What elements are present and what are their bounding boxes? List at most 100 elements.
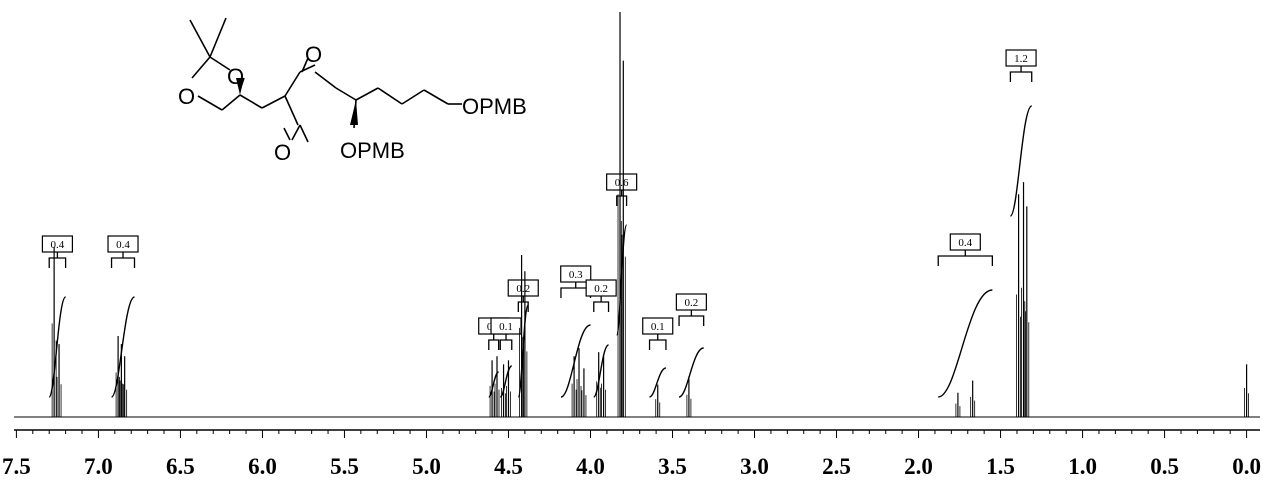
bond — [197, 95, 223, 111]
x-tick-label: 6.0 — [248, 454, 277, 479]
integral-label: 0.4 — [116, 239, 130, 251]
atom-label: O — [178, 84, 195, 109]
integral-trace — [560, 324, 591, 398]
atom-label: O — [274, 140, 291, 165]
bond — [314, 71, 337, 89]
integral-8: 0.1 — [642, 317, 674, 398]
x-tick-label: 2.5 — [822, 454, 851, 479]
integral-label: 1.2 — [1014, 53, 1028, 65]
bond — [209, 17, 227, 58]
integral-label: 0.2 — [594, 283, 608, 295]
integral-label-box — [507, 279, 539, 297]
integral-label: 0.4 — [958, 237, 972, 249]
integral-3: 0.1 — [490, 317, 522, 398]
x-tick-label: 7.5 — [2, 454, 31, 479]
x-tick-label: 2.0 — [904, 454, 933, 479]
bond — [221, 94, 241, 111]
integral-trace — [678, 347, 704, 398]
integral-label-box — [560, 265, 592, 283]
bond — [291, 124, 301, 141]
integral-label-box — [606, 173, 638, 191]
bond — [239, 94, 263, 109]
integral-bracket — [1009, 66, 1033, 82]
x-tick-label: 0.5 — [1150, 454, 1179, 479]
bond — [209, 56, 231, 71]
integral-6: 0.2 — [585, 279, 617, 398]
integral-10: 0.4 — [937, 233, 994, 398]
integral-trace — [938, 289, 993, 398]
peak-layer — [51, 12, 1249, 417]
integral-label-box — [585, 279, 617, 297]
integral-trace — [488, 371, 500, 398]
integral-label: 0.3 — [569, 269, 583, 281]
integral-bracket — [48, 252, 67, 268]
bond — [284, 71, 301, 97]
x-tick-label: 4.0 — [576, 454, 605, 479]
integral-trace — [499, 365, 513, 398]
integral-label: 0.2 — [516, 283, 530, 295]
integral-bracket — [488, 334, 500, 350]
x-tick-label: 1.0 — [1068, 454, 1097, 479]
atom-label: O — [227, 64, 244, 89]
integral-label-box — [642, 317, 674, 335]
bond — [284, 95, 299, 126]
integral-label-box — [1005, 49, 1037, 67]
integral-label: 0.6 — [615, 177, 629, 189]
x-tick-label: 1.5 — [986, 454, 1015, 479]
bond — [355, 87, 379, 101]
bond — [423, 89, 449, 105]
wedge-bond — [236, 78, 244, 95]
integral-9: 0.2 — [675, 293, 707, 398]
bond — [191, 56, 211, 79]
integral-label: 0.2 — [684, 297, 698, 309]
atom-label: O — [305, 42, 322, 67]
x-tick-label: 4.5 — [494, 454, 523, 479]
integral-bracket — [593, 296, 610, 312]
x-tick-label: 5.5 — [330, 454, 359, 479]
integral-bracket — [648, 334, 667, 350]
molecule-structure: O O O O OPMB OPMB — [178, 17, 527, 165]
integral-11: 1.2 — [1005, 49, 1037, 217]
integral-bracket — [499, 334, 513, 350]
integral-trace — [48, 296, 67, 398]
integral-bracket — [616, 190, 628, 206]
x-tick-label: 7.0 — [84, 454, 113, 479]
integral-bracket — [517, 296, 529, 312]
atom-label: OPMB — [340, 138, 405, 163]
bond — [301, 57, 309, 73]
bond — [377, 87, 403, 105]
integral-label: 0.1 — [651, 321, 665, 333]
bond — [261, 95, 286, 109]
integral-trace — [110, 296, 136, 398]
integral-bracket — [110, 252, 136, 268]
integral-5: 0.3 — [560, 265, 592, 398]
atom-label: OPMB — [462, 94, 527, 119]
integral-layer: 0.40.40.10.10.20.30.20.60.10.20.41.2 — [41, 49, 1037, 398]
integral-label-box — [949, 233, 981, 251]
integral-label-box — [107, 235, 139, 253]
integral-1: 0.4 — [107, 235, 139, 398]
x-tick-label: 3.0 — [740, 454, 769, 479]
bond — [401, 89, 425, 105]
x-tick-label: 3.5 — [658, 454, 687, 479]
integral-7: 0.6 — [606, 173, 638, 336]
integral-bracket — [937, 250, 994, 266]
x-tick-label: 0.0 — [1232, 454, 1261, 479]
integral-label-box — [41, 235, 74, 253]
bond — [189, 19, 211, 58]
integral-trace — [593, 344, 610, 398]
integral-bracket — [678, 310, 705, 326]
x-axis: 7.5 7.0 6.5 6.0 5.5 5.0 4.5 4.0 3.5 3.0 2.5 2.0 1.5 1… — [2, 429, 1261, 479]
bond — [283, 127, 291, 141]
integral-trace — [1009, 105, 1033, 217]
integral-0: 0.4 — [41, 235, 74, 398]
integral-label: 0.4 — [51, 239, 65, 251]
integral-label-box — [675, 293, 707, 311]
x-tick-label: 5.0 — [412, 454, 441, 479]
bond — [335, 87, 357, 101]
integral-label: 0.1 — [499, 321, 513, 333]
integral-trace — [649, 367, 667, 398]
wedge-bond — [350, 100, 358, 125]
bond — [299, 124, 309, 143]
